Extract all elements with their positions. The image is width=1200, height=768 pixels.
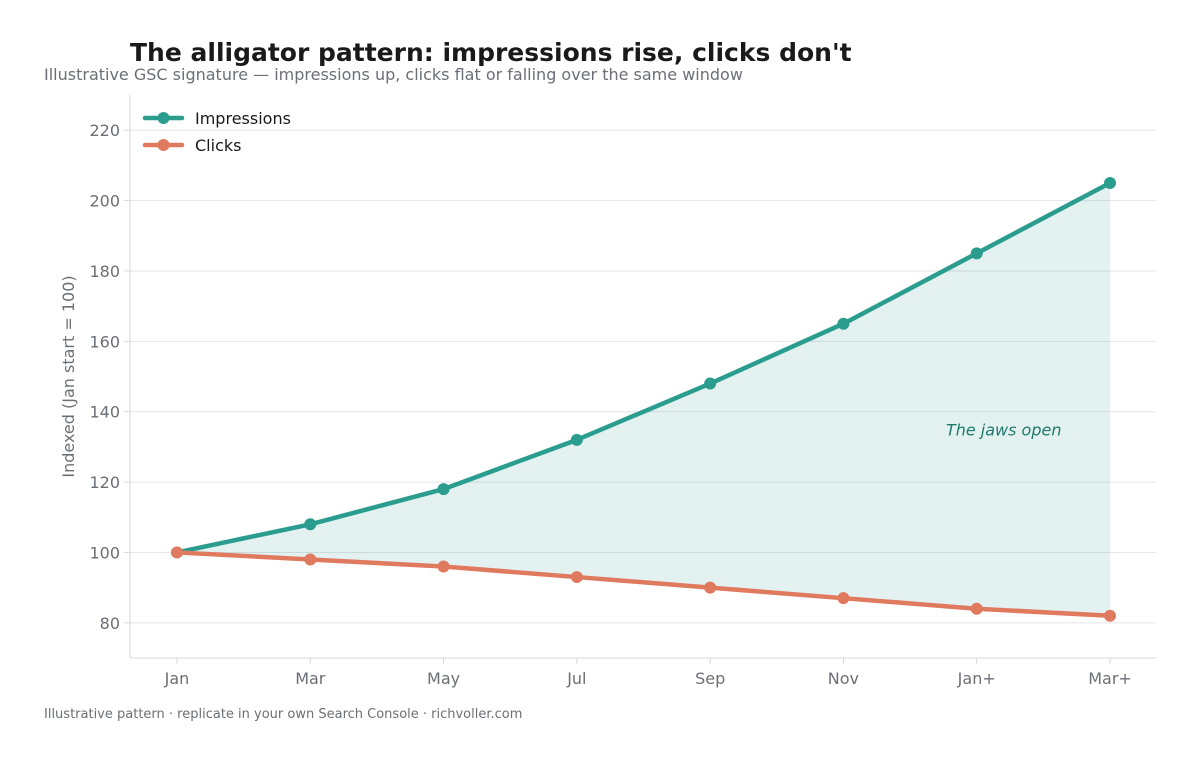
annotation-jaws-open: The jaws open	[946, 420, 1062, 439]
data-point-impressions	[570, 433, 583, 446]
y-tick-label: 160	[89, 332, 120, 351]
data-point-clicks	[837, 592, 850, 605]
series-line-impressions	[174, 180, 1113, 555]
data-point-impressions	[1104, 176, 1116, 189]
data-point-clicks	[437, 560, 450, 573]
x-tick-label: May	[427, 669, 460, 688]
data-point-impressions	[304, 518, 317, 531]
legend-label: Clicks	[195, 136, 241, 155]
data-point-clicks	[970, 602, 983, 615]
data-point-impressions	[837, 317, 850, 330]
data-point-clicks	[304, 553, 317, 566]
y-tick-label: 200	[89, 192, 120, 211]
x-tick-label: Nov	[828, 669, 859, 688]
series-lines	[171, 176, 1116, 622]
legend: Impressions Clicks	[142, 109, 291, 155]
grid-lines	[130, 129, 1156, 624]
legend-label: Impressions	[195, 109, 291, 128]
chart-subtitle: Illustrative GSC signature — impressions…	[44, 65, 743, 84]
y-tick-label: 180	[89, 262, 120, 281]
y-tick-label: 120	[89, 473, 120, 492]
data-point-clicks	[704, 581, 717, 594]
x-tick-label: Sep	[695, 669, 725, 688]
gap-fill-area	[177, 182, 1110, 616]
x-tick-label: Mar+	[1088, 669, 1132, 688]
y-tick-label: 100	[89, 543, 120, 562]
line-chart: 80 100 120 140 160 180 200 220 Jan Mar May Jul Sep No…	[59, 95, 1156, 688]
data-point-impressions	[704, 377, 717, 390]
annotations: The jaws open	[946, 420, 1062, 439]
y-tick-label: 80	[100, 614, 120, 633]
chart-title: The alligator pattern: impressions rise,…	[130, 38, 852, 67]
data-point-clicks	[570, 571, 583, 584]
legend-swatch-marker	[157, 139, 170, 151]
legend-swatch-marker	[157, 112, 170, 124]
x-tick-label: Mar	[295, 669, 326, 688]
footer-note: Illustrative pattern · replicate in your…	[44, 707, 523, 722]
y-tick-label: 140	[89, 403, 120, 422]
series-line-clicks	[174, 550, 1113, 619]
tick-labels: 80 100 120 140 160 180 200 220 Jan Mar May Jul Sep No…	[59, 121, 1132, 688]
data-point-impressions	[970, 247, 983, 260]
x-tick-label: Jan+	[957, 669, 996, 688]
gap-fill	[177, 182, 1110, 616]
y-tick-label: 220	[89, 121, 120, 140]
data-point-clicks	[1104, 609, 1116, 622]
legend-item-clicks: Clicks	[142, 136, 241, 155]
axes	[124, 95, 1156, 664]
data-point-impressions	[437, 483, 450, 496]
x-tick-label: Jul	[566, 669, 586, 688]
y-axis-title: Indexed (Jan start = 100)	[59, 275, 78, 477]
x-tick-label: Jan	[164, 669, 190, 688]
data-point-clicks	[171, 546, 183, 559]
legend-item-impressions: Impressions	[142, 109, 291, 128]
